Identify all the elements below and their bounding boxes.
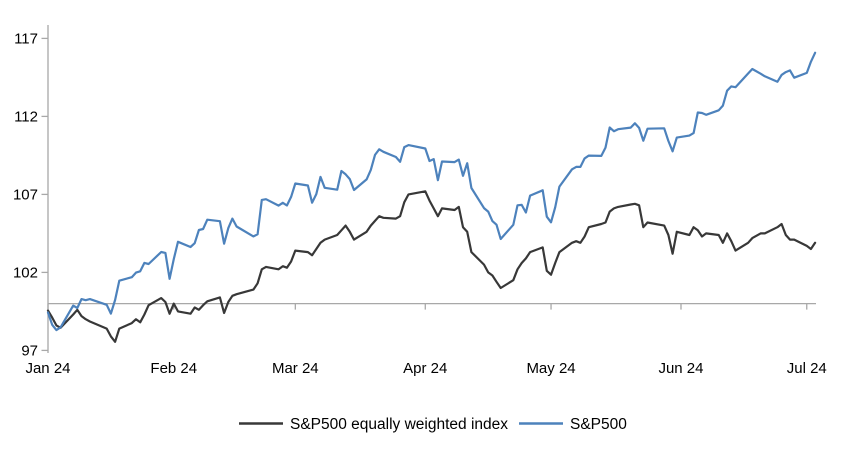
y-tick-label-0: 97	[21, 342, 38, 359]
legend-item-equal-weight: S&P500 equally weighted index	[239, 416, 508, 433]
y-tick-label-3: 112	[14, 108, 38, 125]
legend-label-0: S&P500 equally weighted index	[290, 416, 508, 433]
y-tick-label-2: 107	[13, 186, 38, 203]
x-tick-label-6: Jul 24	[787, 360, 827, 377]
legend-item-sp500: S&P500	[519, 416, 627, 433]
x-tick-label-0: Jan 24	[25, 360, 70, 377]
legend-label-1: S&P500	[570, 416, 627, 433]
series-line-sp500	[46, 51, 817, 332]
x-tick-label-2: Mar 24	[272, 360, 319, 377]
x-tick-label-1: Feb 24	[150, 360, 197, 377]
x-tick-label-3: Apr 24	[403, 360, 447, 377]
series-line-equal-weight	[46, 190, 817, 343]
x-tick-label-4: May 24	[526, 360, 575, 377]
x-tick-label-5: Jun 24	[658, 360, 703, 377]
y-tick-label-4: 117	[14, 30, 38, 47]
y-tick-label-1: 102	[13, 264, 38, 281]
